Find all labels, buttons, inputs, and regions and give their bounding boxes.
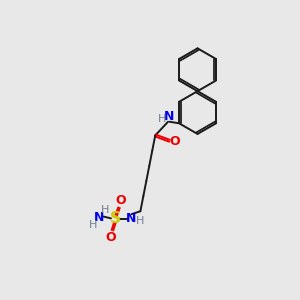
Text: N: N	[94, 211, 105, 224]
Text: H: H	[101, 205, 110, 215]
Text: O: O	[106, 231, 116, 244]
Text: H: H	[89, 220, 98, 230]
Text: O: O	[115, 194, 126, 207]
Text: S: S	[110, 212, 121, 226]
Text: H: H	[158, 114, 166, 124]
Text: N: N	[164, 110, 174, 123]
Text: N: N	[126, 212, 136, 226]
Text: O: O	[169, 135, 180, 148]
Text: H: H	[136, 216, 145, 226]
